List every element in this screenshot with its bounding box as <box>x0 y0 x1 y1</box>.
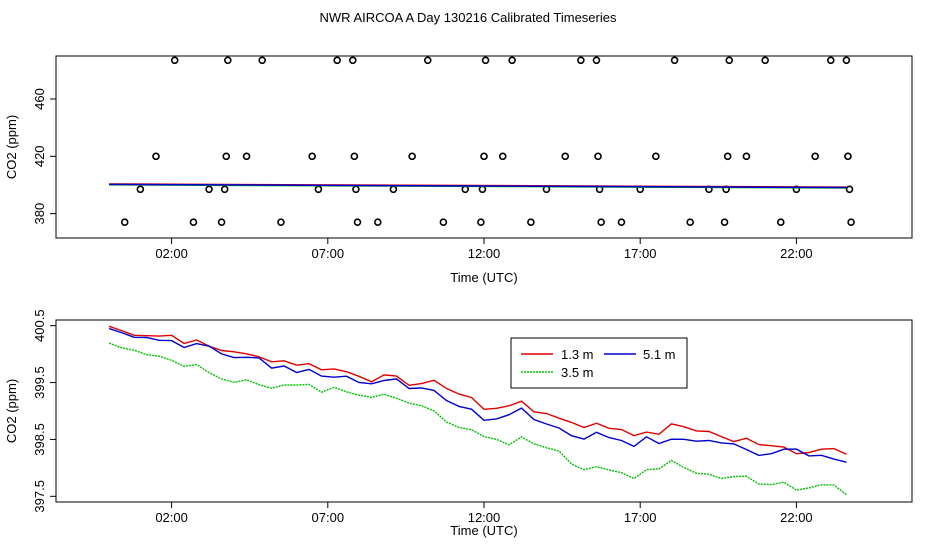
scatter-point <box>842 56 851 65</box>
scatter-point <box>220 185 229 194</box>
scatter-point <box>686 218 694 227</box>
scatter-point <box>723 152 732 161</box>
scatter-x-label: Time (UTC) <box>450 270 517 285</box>
legend-label-1-3m: 1.3 m <box>561 347 594 362</box>
scatter-point <box>222 152 231 161</box>
line-x-tick-label: 22:00 <box>780 510 813 525</box>
scatter-point <box>120 218 129 227</box>
line-y-axis: 397.5 398.5 399.5 400.5 <box>32 309 56 513</box>
scatter-x-tick-label: 07:00 <box>312 246 345 261</box>
series-line-1-3-m <box>108 325 847 455</box>
scatter-point <box>652 152 660 161</box>
line-y-tick-label: 399.5 <box>32 366 47 399</box>
legend-box <box>510 337 688 389</box>
scatter-point <box>670 56 679 65</box>
scatter-point <box>592 56 601 65</box>
scatter-y-tick-label: 420 <box>32 145 47 167</box>
chart-title: NWR AIRCOA A Day 130216 Calibrated Times… <box>320 10 617 25</box>
scatter-point <box>845 185 854 194</box>
scatter-point <box>439 218 448 227</box>
scatter-point <box>811 152 819 161</box>
scatter-point <box>508 56 516 65</box>
scatter-point <box>498 152 507 161</box>
series-line-5-1-m <box>108 327 847 463</box>
scatter-points <box>120 56 855 227</box>
line-series <box>108 325 847 496</box>
scatter-point <box>597 218 605 227</box>
scatter-point <box>205 185 213 194</box>
scatter-point <box>389 185 398 194</box>
scatter-point <box>776 218 785 227</box>
scatter-point <box>373 218 382 227</box>
scatter-point <box>217 218 226 227</box>
scatter-point <box>333 56 341 65</box>
series-line-3-5-m <box>108 342 847 496</box>
scatter-point <box>258 56 266 65</box>
scatter-point <box>742 152 751 161</box>
scatter-point <box>480 152 488 161</box>
scatter-point <box>594 152 602 161</box>
line-y-label: CO2 (ppm) <box>4 379 19 443</box>
scatter-point <box>527 218 535 227</box>
scatter-point <box>617 218 626 227</box>
scatter-point <box>561 152 570 161</box>
scatter-panel: 02:00 07:00 12:00 17:00 22:00 380 420 460 Time… <box>4 55 913 285</box>
scatter-point <box>189 218 198 227</box>
scatter-point <box>477 218 485 227</box>
scatter-y-tick-label: 460 <box>32 88 47 110</box>
scatter-x-tick-label: 12:00 <box>468 246 501 261</box>
scatter-point <box>461 185 470 194</box>
scatter-point <box>242 152 251 161</box>
line-y-tick-label: 398.5 <box>32 423 47 456</box>
legend: 1.3 m 5.1 m 3.5 m <box>510 337 688 389</box>
line-x-tick-label: 12:00 <box>468 510 501 525</box>
scatter-point <box>481 56 490 65</box>
scatter-point <box>352 185 360 194</box>
scatter-point <box>423 56 432 65</box>
line-y-tick-label: 397.5 <box>32 480 47 513</box>
scatter-point <box>152 152 160 161</box>
line-x-tick-label: 17:00 <box>624 510 657 525</box>
scatter-x-tick-label: 17:00 <box>624 246 657 261</box>
scatter-y-tick-label: 380 <box>32 203 47 225</box>
line-panel: 02:00 07:00 12:00 17:00 22:00 397.5 398.5 399.… <box>4 309 913 538</box>
scatter-point <box>761 56 769 65</box>
scatter-trend-blue <box>109 183 847 189</box>
legend-label-5-1m: 5.1 m <box>643 347 676 362</box>
scatter-point <box>577 56 585 65</box>
scatter-x-axis: 02:00 07:00 12:00 17:00 22:00 <box>155 238 813 261</box>
scatter-point <box>826 56 835 65</box>
scatter-point <box>348 56 357 65</box>
scatter-point <box>314 185 323 194</box>
scatter-point <box>408 152 416 161</box>
line-x-label: Time (UTC) <box>450 523 517 538</box>
line-x-axis: 02:00 07:00 12:00 17:00 22:00 <box>155 502 813 525</box>
scatter-trend-lines <box>109 183 847 189</box>
scatter-y-label: CO2 (ppm) <box>4 115 19 179</box>
scatter-x-tick-label: 02:00 <box>155 246 188 261</box>
legend-label-3-5m: 3.5 m <box>561 365 594 380</box>
scatter-y-axis: 380 420 460 <box>32 88 56 224</box>
scatter-point <box>720 218 729 227</box>
scatter-point <box>224 56 232 65</box>
scatter-point <box>277 218 285 227</box>
scatter-point <box>353 218 362 227</box>
line-y-tick-label: 400.5 <box>32 309 47 342</box>
scatter-point <box>350 152 359 161</box>
scatter-panel-frame <box>55 55 913 239</box>
scatter-x-tick-label: 22:00 <box>780 246 813 261</box>
scatter-point <box>136 185 145 194</box>
scatter-point <box>308 152 316 161</box>
scatter-point <box>847 218 855 227</box>
scatter-point <box>170 56 179 65</box>
scatter-point <box>725 56 734 65</box>
scatter-point <box>844 152 852 161</box>
line-x-tick-label: 02:00 <box>155 510 188 525</box>
line-x-tick-label: 07:00 <box>312 510 345 525</box>
